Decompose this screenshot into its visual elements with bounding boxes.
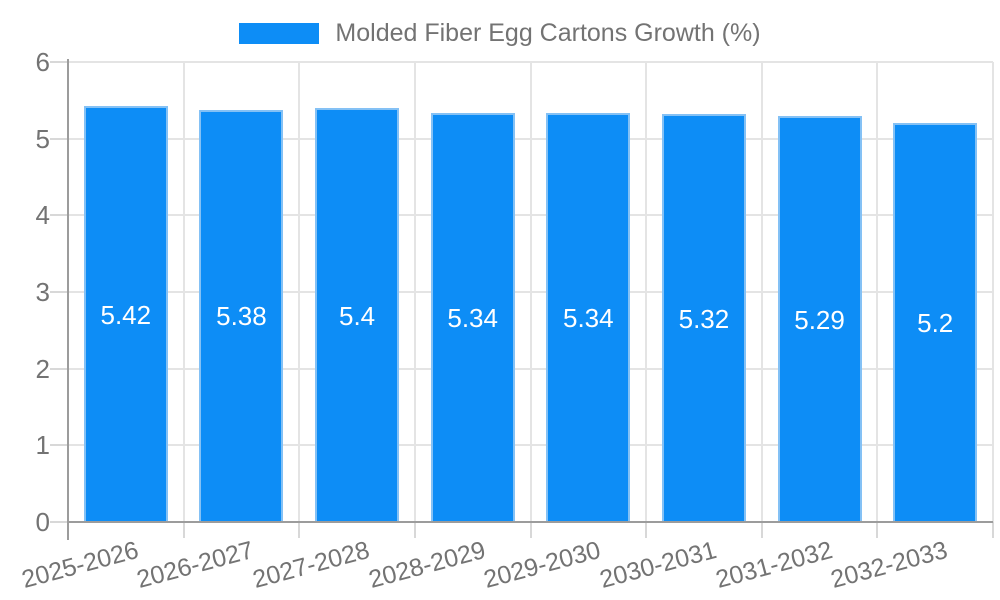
- y-tick-mark: [50, 291, 68, 293]
- y-axis-label: 2: [35, 353, 50, 384]
- bar-value-label: 5.4: [338, 300, 376, 331]
- legend-label: Molded Fiber Egg Cartons Growth (%): [335, 18, 761, 47]
- x-tick-mark: [876, 522, 879, 538]
- y-axis-label: 5: [35, 123, 50, 154]
- y-axis-label: 1: [35, 430, 50, 461]
- gridline-vertical: [876, 62, 879, 522]
- y-tick-mark: [50, 444, 68, 447]
- gridline-vertical: [413, 62, 416, 522]
- bar: 5.38: [199, 109, 284, 522]
- gridline-vertical: [298, 62, 301, 522]
- bar-value-label: 5.2: [917, 308, 954, 339]
- bar-value-label: 5.32: [678, 303, 730, 334]
- y-tick-mark: [50, 367, 68, 370]
- bar-value-label: 5.38: [216, 301, 267, 332]
- bar: 5.34: [546, 112, 631, 522]
- y-tick-mark: [50, 521, 68, 523]
- x-axis-line: [68, 521, 993, 523]
- bar: 5.32: [661, 114, 746, 522]
- x-tick-mark: [413, 522, 416, 538]
- gridline-vertical: [529, 62, 532, 522]
- bar: 5.29: [777, 116, 862, 522]
- y-axis-label: 0: [35, 507, 50, 537]
- bar-value-label: 5.34: [563, 302, 614, 333]
- y-tick-mark: [50, 61, 68, 63]
- bar-value-label: 5.42: [100, 299, 152, 330]
- bar: 5.2: [893, 123, 978, 522]
- y-axis-label: 6: [35, 47, 50, 77]
- legend-swatch-icon: [239, 22, 320, 44]
- bar: 5.4: [315, 108, 400, 522]
- y-axis-line: [67, 59, 69, 540]
- x-tick-mark: [760, 522, 763, 538]
- legend[interactable]: Molded Fiber Egg Cartons Growth (%): [0, 16, 1000, 50]
- gridline-vertical: [992, 62, 994, 522]
- bar-value-label: 5.34: [447, 302, 498, 333]
- gridline-vertical: [645, 62, 648, 522]
- x-tick-mark: [529, 522, 532, 538]
- x-tick-mark: [992, 522, 994, 538]
- x-tick-mark: [182, 522, 185, 538]
- x-tick-mark: [645, 522, 648, 538]
- gridline-vertical: [182, 62, 185, 522]
- y-tick-mark: [50, 214, 68, 217]
- gridline-vertical: [760, 62, 763, 522]
- bar: 5.34: [430, 112, 515, 522]
- y-axis-label: 4: [35, 200, 50, 231]
- plot-area: 5.42 5.38 5.4 5.34 5.34 5.32 5.29 5.2: [50, 59, 994, 540]
- x-tick-mark: [298, 522, 301, 538]
- bar: 5.42: [83, 106, 168, 522]
- bar-value-label: 5.29: [794, 304, 845, 335]
- y-tick-mark: [50, 137, 68, 140]
- y-axis-label: 3: [35, 277, 50, 307]
